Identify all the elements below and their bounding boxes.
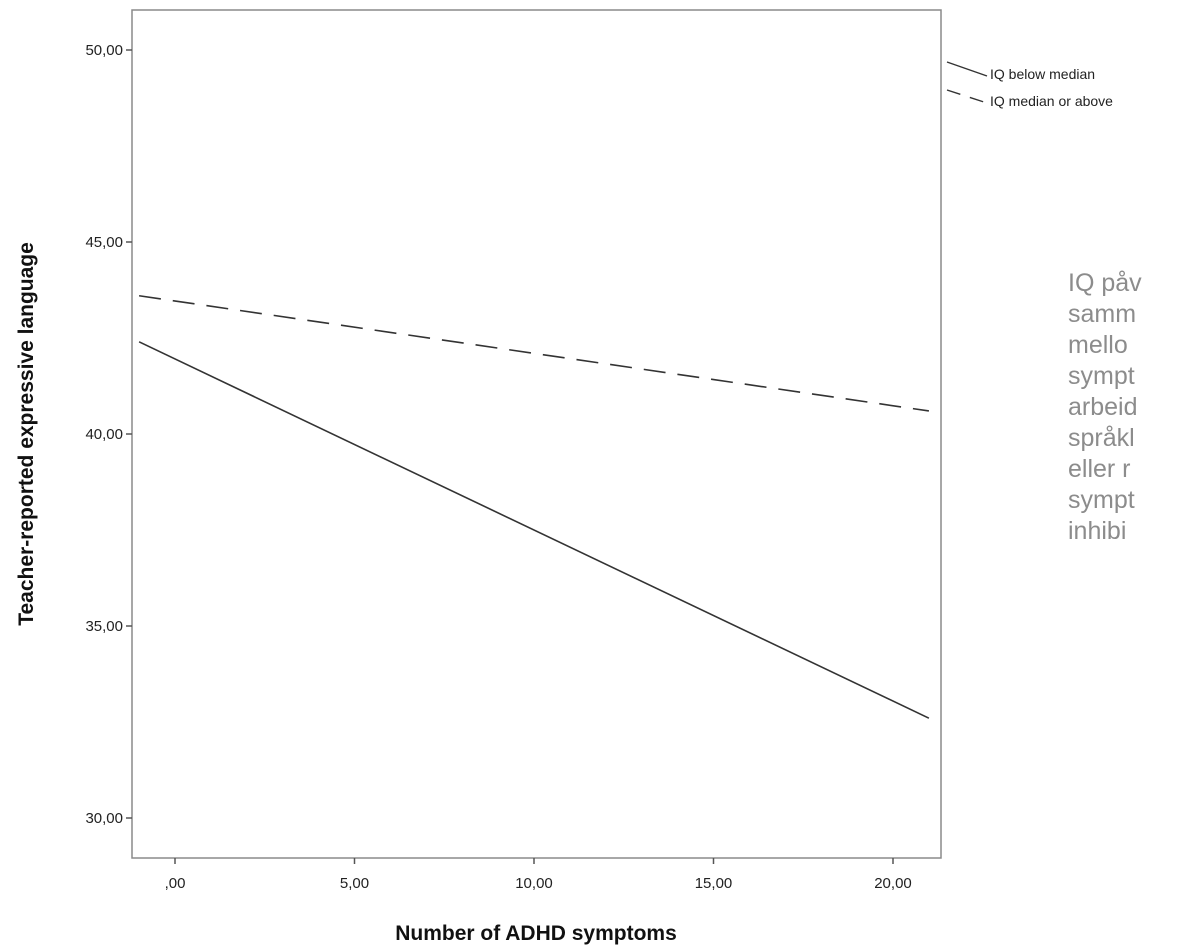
legend-label: IQ median or above bbox=[990, 93, 1113, 109]
legend-swatch bbox=[946, 89, 988, 104]
x-tick-label: 10,00 bbox=[515, 875, 553, 892]
x-axis-title: Number of ADHD symptoms bbox=[395, 922, 677, 945]
y-tick-label: 50,00 bbox=[85, 42, 123, 59]
legend-label: IQ below median bbox=[990, 66, 1095, 82]
y-tick-label: 40,00 bbox=[85, 426, 123, 443]
annotation-line: mello bbox=[1068, 331, 1128, 359]
series-line-iq-median-or-above bbox=[138, 294, 930, 412]
legend: IQ below median IQ median or above bbox=[946, 61, 1113, 109]
legend-swatch bbox=[946, 61, 988, 77]
annotation-line: IQ påv bbox=[1068, 269, 1142, 297]
y-tick-label: 45,00 bbox=[85, 234, 123, 251]
annotation-line: språkl bbox=[1068, 424, 1135, 452]
x-tick-label: 5,00 bbox=[340, 875, 369, 892]
y-tick-label: 30,00 bbox=[85, 810, 123, 827]
annotation-line: sympt bbox=[1068, 362, 1135, 390]
x-tick-label: 20,00 bbox=[874, 875, 912, 892]
plot-frame bbox=[131, 9, 942, 859]
annotation-text: IQ påv samm mello sympt arbeid språkl eller r s… bbox=[1068, 268, 1193, 547]
x-tick-label: 15,00 bbox=[695, 875, 733, 892]
annotation-line: arbeid bbox=[1068, 393, 1138, 421]
y-tick-label: 35,00 bbox=[85, 618, 123, 635]
x-tick-label: ,00 bbox=[165, 875, 186, 892]
series-line-iq-below-median bbox=[138, 341, 930, 719]
annotation-line: sympt bbox=[1068, 486, 1135, 514]
annotation-line: eller r bbox=[1068, 455, 1131, 483]
annotation-line: inhibi bbox=[1068, 517, 1127, 545]
y-axis-title: Teacher-reported expressive language bbox=[15, 242, 38, 626]
series-lines bbox=[138, 294, 930, 719]
annotation-line: samm bbox=[1068, 300, 1137, 328]
axis-ticks: 30,00 35,00 40,00 45,00 50,00 ,00 5,00 10,00 15,… bbox=[85, 42, 911, 892]
